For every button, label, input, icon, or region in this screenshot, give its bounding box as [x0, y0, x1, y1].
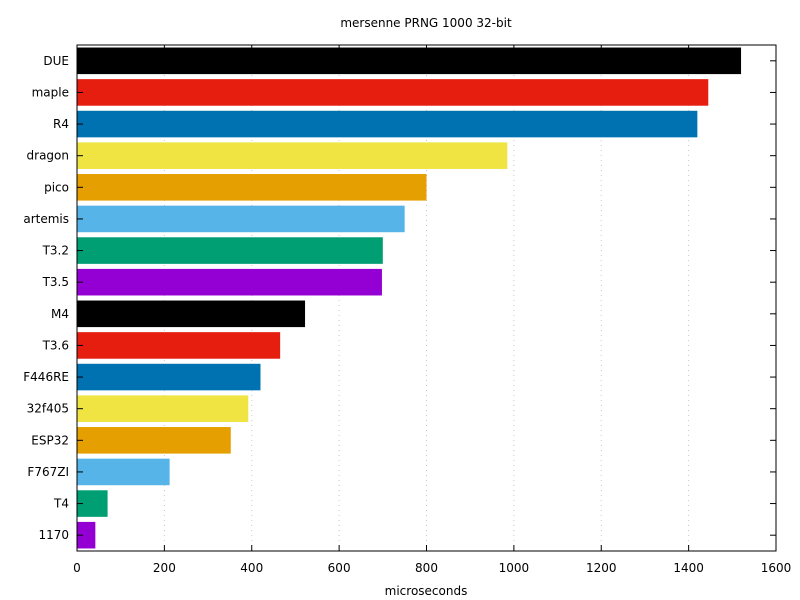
x-tick-label: 1600 [761, 561, 792, 575]
bar-layer [77, 47, 742, 549]
y-tick-label: artemis [23, 212, 69, 226]
y-tick-label: maple [32, 85, 69, 99]
bar-DUE [77, 47, 742, 75]
y-tick-label: M4 [51, 307, 69, 321]
x-tick-label: 600 [328, 561, 351, 575]
bar-maple [77, 79, 709, 106]
y-tick-label: T3.5 [42, 275, 69, 289]
y-tick-label: T3.2 [42, 244, 69, 258]
x-tick-label: 1400 [673, 561, 704, 575]
bar-T3.2 [77, 237, 383, 264]
y-tick-label: pico [44, 180, 69, 194]
bar-R4 [77, 110, 698, 138]
y-tick-label: dragon [27, 149, 69, 163]
y-tick-label: R4 [53, 117, 69, 131]
bar-M4 [77, 300, 306, 328]
bar-dragon [77, 142, 508, 169]
y-tick-label: DUE [43, 54, 69, 68]
bar-F446RE [77, 363, 261, 391]
chart-title: mersenne PRNG 1000 32-bit [340, 16, 512, 30]
x-tick-label: 400 [240, 561, 263, 575]
y-tick-label: F446RE [23, 370, 69, 384]
y-tick-label: T4 [53, 497, 69, 511]
bar-artemis [77, 205, 405, 233]
bar-1170 [77, 521, 96, 549]
y-tick-label: ESP32 [31, 433, 69, 447]
bar-ESP32 [77, 427, 231, 454]
x-tick-label: 1000 [499, 561, 530, 575]
bar-T3.6 [77, 332, 281, 359]
bar-pico [77, 174, 427, 201]
y-tick-label: 1170 [38, 528, 69, 542]
x-tick-label: 800 [415, 561, 438, 575]
y-tick-label: F767ZI [27, 465, 69, 479]
plot-frame [76, 44, 777, 552]
x-tick-label: 1200 [586, 561, 617, 575]
axis-layer: 0 200 400 600 800 1000 1200 1400 1600 DUE maple R4 d… [23, 45, 791, 575]
bar-32f405 [77, 395, 249, 422]
bar-T3.5 [77, 268, 382, 296]
y-tick-label: T3.6 [42, 338, 69, 352]
x-tick-label: 200 [153, 561, 176, 575]
x-tick-label: 0 [73, 561, 81, 575]
bar-F767ZI [77, 458, 170, 486]
y-tick-label: 32f405 [27, 402, 69, 416]
x-axis-label: microseconds [385, 584, 468, 598]
